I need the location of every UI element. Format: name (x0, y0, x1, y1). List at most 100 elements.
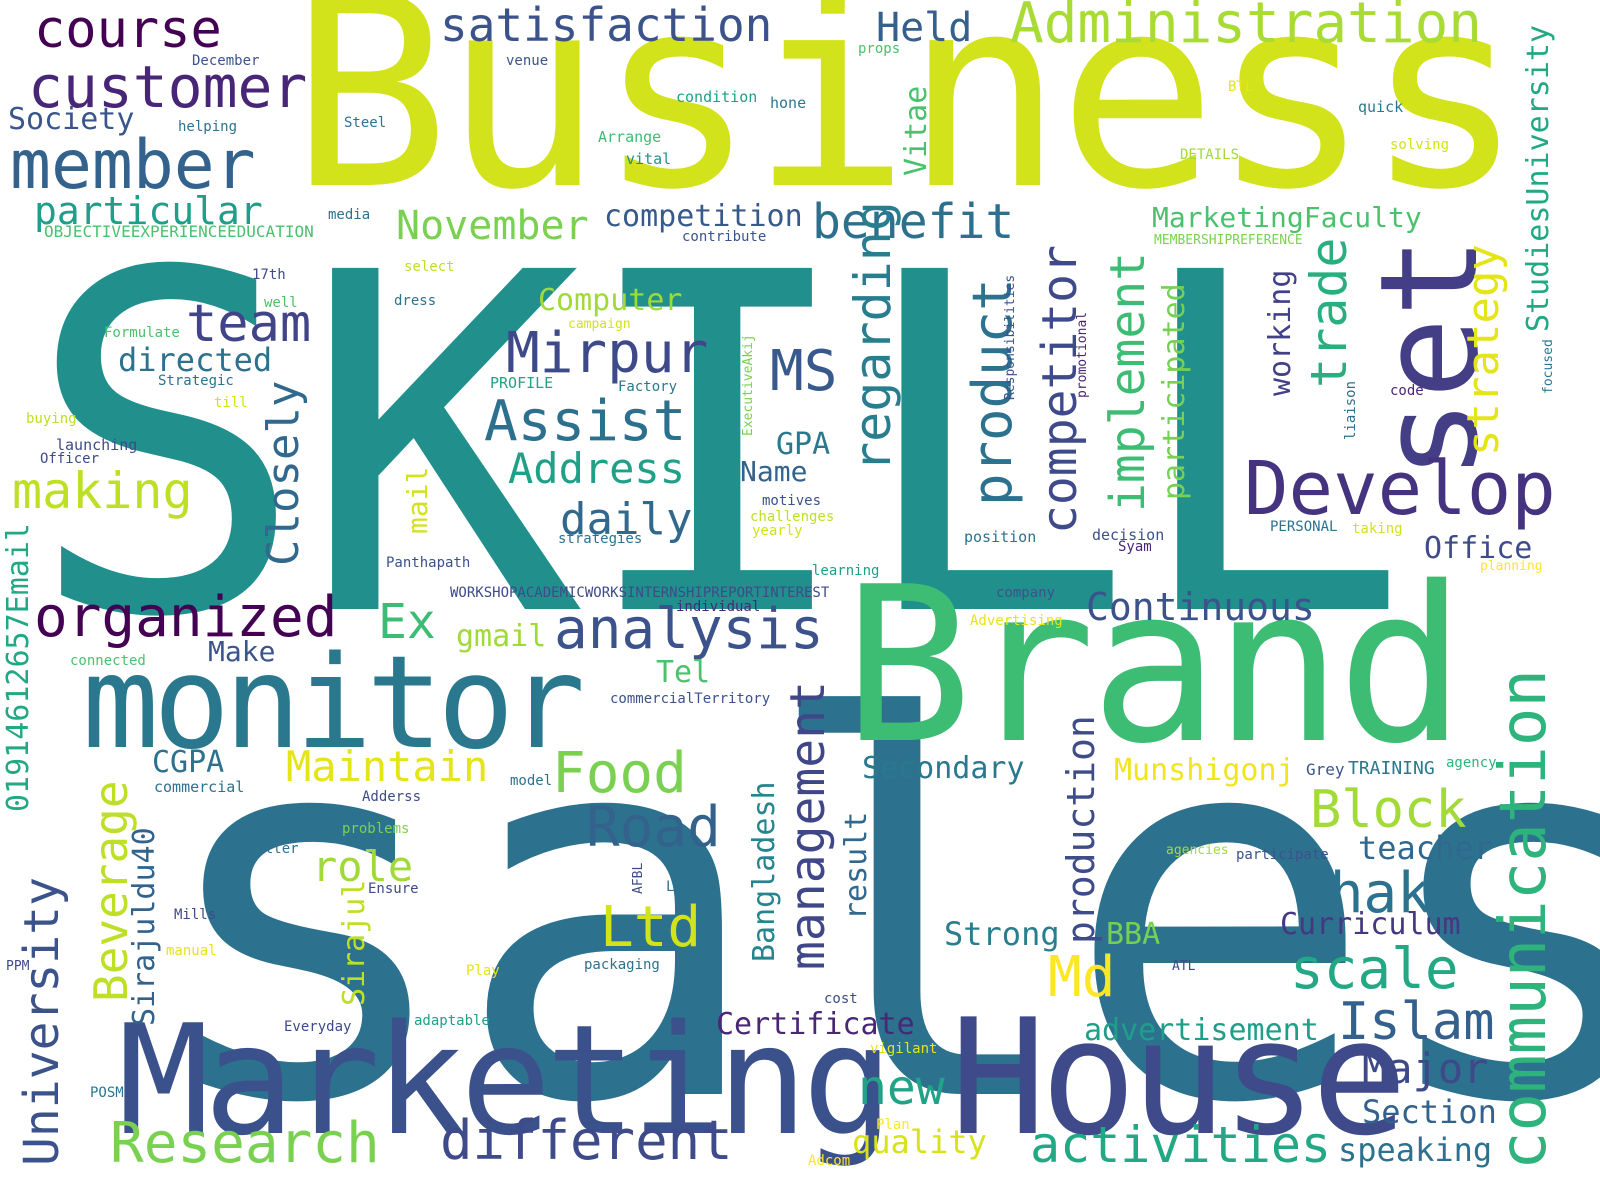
word-officer: Officer (40, 451, 100, 467)
word-adcom: Adcom (808, 1153, 851, 1169)
word-course: course (34, 0, 222, 60)
word-factory: Factory (618, 379, 678, 395)
word-implement: implement (1100, 251, 1156, 512)
word-select: select (404, 259, 455, 275)
word-well: well (264, 295, 298, 311)
word-contribute: contribute (682, 229, 767, 245)
word-position: position (964, 528, 1037, 546)
word-university: University (14, 877, 70, 1166)
word-speaking: speaking (1338, 1131, 1493, 1169)
word-regarding: regarding (844, 201, 902, 472)
word-personal: PERSONAL (1270, 519, 1338, 535)
word-advertising: Advertising (970, 613, 1063, 629)
word-details: DETAILS (1180, 147, 1240, 163)
word-assist: Assist (484, 389, 687, 454)
word-directed: directed (118, 341, 273, 379)
word-adaptable: adaptable (414, 1013, 490, 1029)
word-certificate: Certificate (716, 1007, 915, 1042)
word-communication: communication (1487, 669, 1561, 1170)
word-commercial: commercial (154, 778, 245, 796)
word-atl: ATL (1172, 959, 1196, 974)
word-november: November (396, 203, 589, 249)
word-bba: BBA (1106, 917, 1161, 952)
word-scale: scale (1290, 937, 1459, 1002)
word-strategies: strategies (558, 531, 643, 547)
word-panthapath: Panthapath (386, 555, 471, 571)
word-everyday: Everyday (284, 1019, 352, 1035)
word-society: Society (8, 102, 135, 137)
word-cgpa: CGPA (152, 745, 225, 780)
word-workshop: WORKSHOPACADEMICWORKSINTERNSHIPREPORTINT… (450, 585, 830, 601)
word-participated: participated (1157, 283, 1192, 500)
word-problems: problems (342, 821, 410, 837)
word-lama: Lama (666, 879, 700, 895)
word-secondary: Secondary (862, 751, 1025, 786)
word-bangladesh: Bangladesh (747, 781, 782, 962)
word-decision: decision (1092, 526, 1165, 544)
word-administration: Administration (1010, 0, 1483, 56)
word-solving: solving (1390, 137, 1450, 153)
word-vital: vital (626, 150, 672, 168)
word-individual: individual (676, 599, 761, 615)
word-dhaka: Dhaka (1296, 861, 1465, 926)
word-model: model (510, 773, 553, 789)
word-learning: learning (812, 563, 880, 579)
word-particular: particular (34, 189, 263, 233)
word-play: Play (466, 963, 500, 979)
word-monitor: monitor (82, 629, 585, 778)
word-condition: condition (676, 88, 758, 106)
word-launching: launching (56, 436, 138, 454)
word-ms: MS (770, 339, 838, 404)
word-new: new (858, 1060, 945, 1116)
word-trade: trade (1300, 237, 1358, 388)
word-better: Better (248, 841, 299, 857)
word-competition: competition (604, 199, 803, 234)
word-mills: Mills (174, 907, 217, 923)
word-code: code (1390, 383, 1424, 399)
word-challenges: challenges (750, 509, 835, 525)
word-training: TRAINING (1348, 758, 1435, 779)
word-customer: customer (28, 53, 308, 121)
word-address: Address (508, 444, 686, 493)
word-teacher: teacher (1358, 829, 1493, 867)
word-held: Held (876, 5, 973, 51)
word-adderss: Adderss (362, 789, 422, 805)
word-block: Block (1310, 780, 1467, 840)
word-formulate: Formulate (104, 325, 180, 341)
word-arrange: Arrange (598, 128, 662, 146)
word-focused: focused (1541, 339, 1556, 394)
word-munshigonj: Munshigonj (1114, 753, 1295, 788)
word-management: management (780, 681, 836, 970)
word-daily: daily (560, 494, 693, 545)
word-btl: BTL (1228, 79, 1254, 95)
word-helping: helping (178, 119, 238, 135)
word-grey: Grey (1306, 760, 1345, 779)
word-business: Business (290, 0, 1524, 248)
word-till: till (214, 395, 248, 411)
word-strategy: strategy (1458, 244, 1509, 456)
word-gmail: gmail (456, 619, 547, 654)
word-mail: mail (401, 466, 434, 534)
word-production: production (1059, 715, 1103, 944)
word-email: 01914612657Email (1, 523, 36, 812)
word-satisfaction: satisfaction (440, 0, 773, 52)
word-executiveakij: ExecutiveAkij (741, 334, 756, 436)
word-promotional: promotional (1075, 311, 1090, 398)
word-sirajul: Sirajul (337, 879, 372, 1006)
word-steel: Steel (344, 115, 387, 131)
word-syam: Syam (1118, 539, 1152, 555)
word-manual: manual (166, 943, 217, 959)
word-plan: Plan (876, 1117, 910, 1133)
word-posm: POSM (90, 1085, 124, 1101)
word-quick: quick (1358, 98, 1404, 116)
word-connected: connected (70, 653, 146, 669)
word-cost: cost (824, 991, 858, 1007)
word-maintain: Maintain (286, 742, 489, 791)
word-skill: SKILL (25, 176, 1410, 720)
word-agencies: agencies (1166, 843, 1229, 858)
word-commercialterritory: commercialTerritory (610, 691, 771, 707)
word-ltd: Ltd (600, 895, 702, 960)
word-name: Name (740, 455, 808, 488)
word-develop: Develop (1244, 446, 1556, 532)
